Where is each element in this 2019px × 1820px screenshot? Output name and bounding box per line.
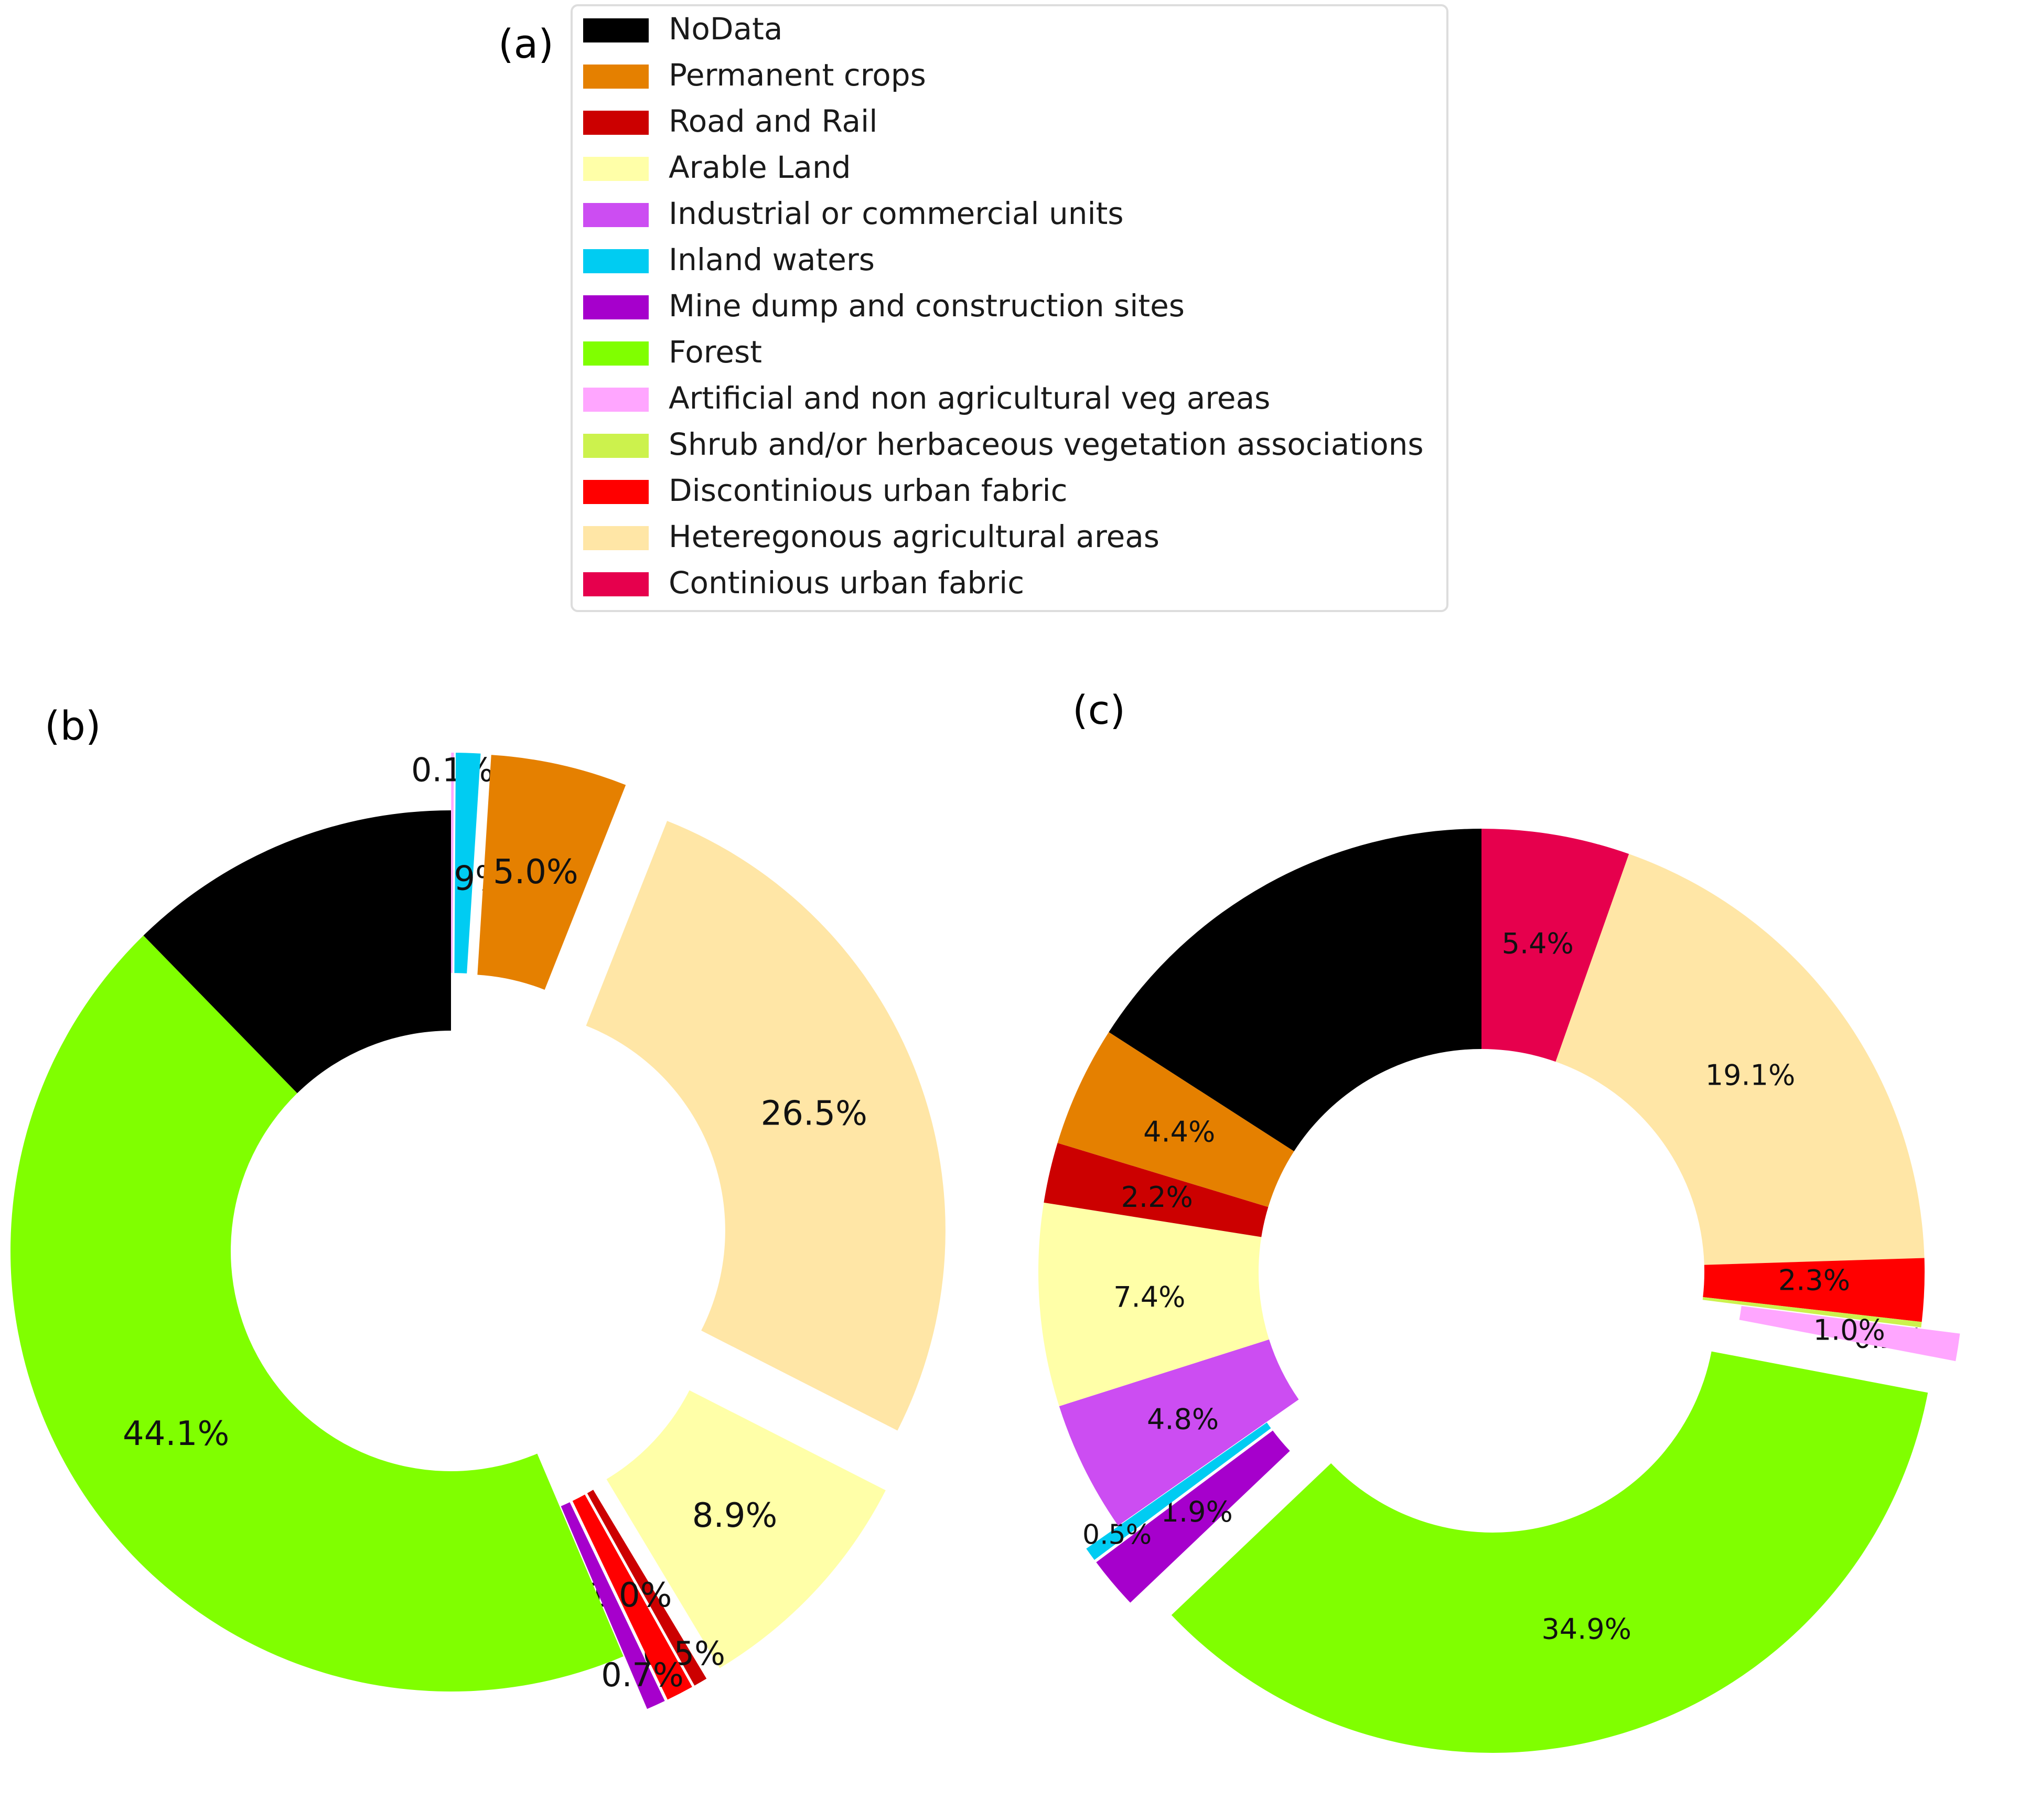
- legend-label-nodata: NoData: [669, 11, 782, 47]
- donut-b-slice-discontinious-urban-fabric: [572, 1494, 692, 1700]
- legend-frame: [571, 4, 1448, 612]
- donut-c-label-heteregonous-agricultural-areas: 19.1%: [1705, 1059, 1796, 1092]
- legend-label-shrub-and-or-herbaceous-vegetation-associations: Shrub and/or herbaceous vegetation assoc…: [669, 426, 1424, 462]
- legend-swatch-shrub-and-or-herbaceous-vegetation-associations: [583, 434, 649, 458]
- donut-b-label-permanent-crops: 5.0%: [493, 853, 578, 892]
- legend-label-artificial-and-non-agricultural-veg-areas: Artificial and non agricultural veg area…: [669, 380, 1270, 416]
- donut-b-label-mine-dump-and-construction-sites: 0.7%: [601, 1656, 684, 1694]
- legend-label-road-and-rail: Road and Rail: [669, 103, 877, 139]
- donut-c-slice-continious-urban-fabric: [1481, 829, 1629, 1062]
- legend-swatch-permanent-crops: [583, 65, 649, 89]
- donut-c-slice-heteregonous-agricultural-areas: [1555, 854, 1925, 1265]
- legend-swatch-artificial-and-non-agricultural-veg-areas: [583, 388, 649, 412]
- donut-b-label-arable-land: 8.9%: [692, 1496, 778, 1535]
- donut-b-slice-forest: [10, 935, 624, 1692]
- donut-b-slice-permanent-crops: [477, 755, 626, 990]
- legend-swatch-forest: [583, 341, 649, 366]
- donut-b-label-forest: 44.1%: [123, 1415, 229, 1453]
- legend-swatch-continious-urban-fabric: [583, 572, 649, 596]
- legend-label-forest: Forest: [669, 334, 762, 370]
- legend-swatch-industrial-or-commercial-units: [583, 203, 649, 227]
- donut-b-slice-road-and-rail: [587, 1490, 707, 1686]
- donut-c-slice-inland-waters: [1086, 1422, 1271, 1560]
- donut-b-slice-nodata: [143, 810, 452, 1094]
- legend-label-heteregonous-agricultural-areas: Heteregonous agricultural areas: [669, 519, 1159, 554]
- donut-b-slice-mine-dump-and-construction-sites: [561, 1502, 665, 1709]
- donut-c-slice-forest: [1171, 1351, 1928, 1753]
- donut-c-slice-shrub-and-or-herbaceous-vegetation-associations: [1702, 1297, 1922, 1327]
- donut-b-label-artificial-and-non-agricultural-veg-areas: 0.1%: [411, 751, 494, 789]
- legend-label-arable-land: Arable Land: [669, 149, 851, 185]
- donut-b-slice-inland-waters: [454, 753, 481, 973]
- donut-c-label-discontinious-urban-fabric: 2.3%: [1778, 1264, 1850, 1297]
- donut-chart-c: 5.4%19.1%2.3%0.2%1.0%34.9%1.9%0.5%4.8%7.…: [1038, 829, 1960, 1753]
- donut-c-label-industrial-or-commercial-units: 4.8%: [1147, 1403, 1219, 1436]
- donut-c-slice-road-and-rail: [1044, 1143, 1269, 1237]
- donut-c-label-inland-waters: 0.5%: [1082, 1519, 1152, 1551]
- legend-swatch-inland-waters: [583, 249, 649, 273]
- donut-chart-b: 0.1%0.9%5.0%26.5%8.9%0.5%1.0%0.7%44.1%: [10, 751, 946, 1709]
- panel-label-c: (c): [1072, 687, 1125, 733]
- legend-label-mine-dump-and-construction-sites: Mine dump and construction sites: [669, 288, 1185, 324]
- panel-label-a: (a): [498, 20, 554, 67]
- donut-c-slice-industrial-or-commercial-units: [1059, 1339, 1299, 1526]
- legend-label-discontinious-urban-fabric: Discontinious urban fabric: [669, 473, 1068, 508]
- legend-swatch-discontinious-urban-fabric: [583, 480, 649, 504]
- donut-b-slice-heteregonous-agricultural-areas: [586, 821, 946, 1431]
- donut-c-label-continious-urban-fabric: 5.4%: [1502, 927, 1574, 960]
- panel-label-b: (b): [45, 702, 101, 749]
- donut-c-slice-permanent-crops: [1057, 1032, 1294, 1207]
- donut-b-slice-artificial-and-non-agricultural-veg-areas: [451, 753, 454, 973]
- donut-c-label-forest: 34.9%: [1541, 1613, 1631, 1646]
- donut-c-label-artificial-and-non-agricultural-veg-areas: 1.0%: [1813, 1314, 1885, 1347]
- donut-c-slice-mine-dump-and-construction-sites: [1096, 1430, 1290, 1603]
- legend-swatch-nodata: [583, 18, 649, 42]
- legend-items: NoData Permanent crops Road and Rail Arable…: [583, 11, 1424, 601]
- legend-swatch-mine-dump-and-construction-sites: [583, 295, 649, 319]
- legend-swatch-arable-land: [583, 157, 649, 181]
- legend-label-permanent-crops: Permanent crops: [669, 57, 926, 93]
- legend-label-inland-waters: Inland waters: [669, 242, 875, 277]
- donut-c-slice-nodata: [1109, 829, 1481, 1152]
- donut-b-label-heteregonous-agricultural-areas: 26.5%: [761, 1094, 867, 1133]
- donut-c-slice-discontinious-urban-fabric: [1703, 1258, 1925, 1322]
- legend-label-industrial-or-commercial-units: Industrial or commercial units: [669, 196, 1124, 231]
- donut-b-slice-arable-land: [606, 1390, 886, 1668]
- legend-label-continious-urban-fabric: Continious urban fabric: [669, 565, 1024, 601]
- donut-c-label-road-and-rail: 2.2%: [1121, 1181, 1193, 1214]
- legend-swatch-road-and-rail: [583, 111, 649, 135]
- donut-c-label-arable-land: 7.4%: [1113, 1280, 1185, 1313]
- donut-c-slice-artificial-and-non-agricultural-veg-areas: [1739, 1305, 1960, 1362]
- donut-c-slice-arable-land: [1038, 1202, 1269, 1407]
- legend-swatch-heteregonous-agricultural-areas: [583, 526, 649, 550]
- legend: NoData Permanent crops Road and Rail Arable…: [571, 4, 1448, 612]
- donut-c-label-permanent-crops: 4.4%: [1143, 1116, 1215, 1149]
